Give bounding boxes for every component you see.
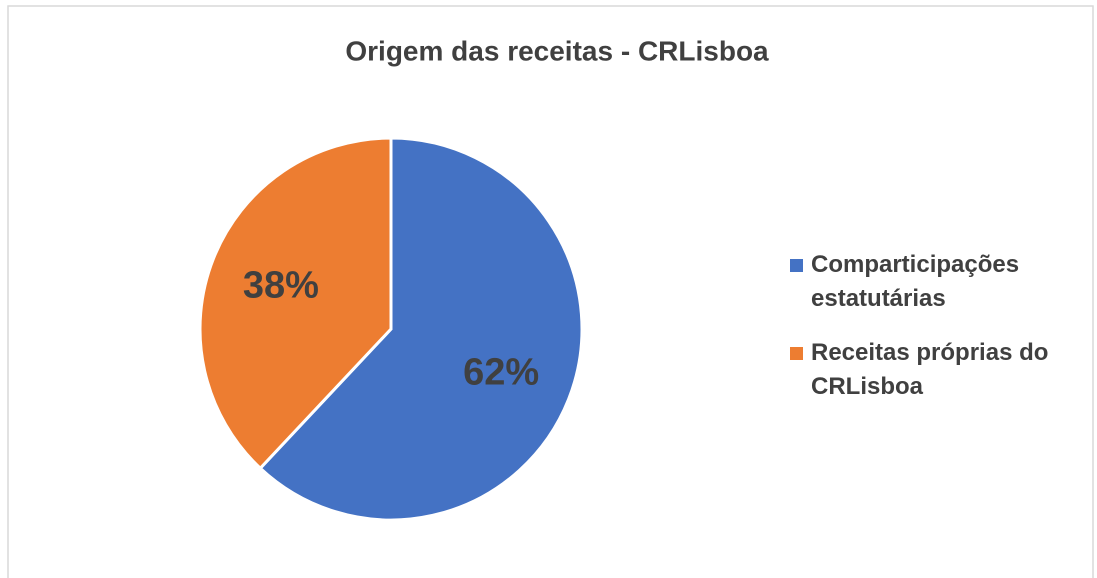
- legend-label: Receitas próprias do CRLisboa: [811, 339, 1049, 400]
- pie-slice: [258, 136, 584, 522]
- pie-slice: [198, 136, 393, 471]
- legend-item: Comparticipações estatutárias: [790, 248, 1086, 316]
- data-label: 62%: [463, 352, 539, 394]
- legend-label: Comparticipações estatutárias: [811, 251, 1020, 312]
- legend-item: Receitas próprias do CRLisboa: [790, 336, 1086, 404]
- legend-swatch: [790, 347, 803, 360]
- data-label: 38%: [243, 264, 319, 306]
- legend-swatch: [790, 259, 803, 272]
- chart-title: Origem das receitas - CRLisboa: [345, 35, 769, 66]
